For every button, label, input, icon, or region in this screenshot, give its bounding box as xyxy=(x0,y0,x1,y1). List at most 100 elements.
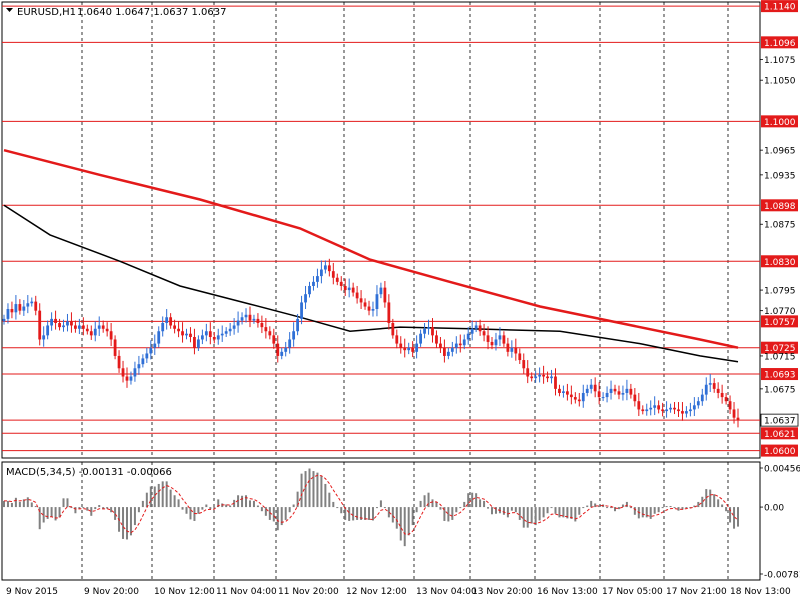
candle-body xyxy=(252,318,256,321)
candle-body xyxy=(260,323,264,328)
macd-bar xyxy=(383,507,386,509)
candle-body xyxy=(716,388,720,393)
candle-body xyxy=(446,351,450,356)
macd-bar xyxy=(550,507,553,509)
level-price-label: 1.0600 xyxy=(764,447,796,457)
candle-body xyxy=(677,409,680,412)
candle-body xyxy=(450,347,454,352)
macd-bar xyxy=(129,507,132,536)
candle-body xyxy=(708,383,712,385)
candle-body xyxy=(510,347,514,352)
macd-bar xyxy=(379,500,382,508)
candle-body xyxy=(113,339,117,356)
horizontal-levels xyxy=(2,5,760,452)
macd-bar xyxy=(237,495,240,508)
macd-bar xyxy=(459,507,462,509)
y-tick-label: 1.1050 xyxy=(764,77,796,87)
macd-tick-label: 0.00456 xyxy=(764,465,800,475)
macd-bar xyxy=(268,507,271,520)
macd-bar xyxy=(606,507,609,509)
candle-body xyxy=(101,325,105,329)
macd-bar xyxy=(141,500,144,508)
macd-bar xyxy=(300,473,303,508)
macd-bar xyxy=(368,507,371,520)
macd-bar xyxy=(661,507,664,509)
candle-body xyxy=(391,323,395,336)
macd-bar xyxy=(304,471,307,508)
macd-bar xyxy=(713,494,716,508)
macd-bar xyxy=(427,492,430,508)
macd-bar xyxy=(586,505,589,508)
candle-body xyxy=(280,351,284,356)
level-price-label: 1.0830 xyxy=(764,258,796,268)
macd-bar xyxy=(185,507,188,514)
macd-bar xyxy=(217,499,220,508)
candle-body xyxy=(605,392,609,398)
x-tick-label: 9 Nov 2015 xyxy=(6,587,58,597)
macd-bar xyxy=(356,507,359,520)
macd-tick-label: -0.00781 xyxy=(764,571,800,581)
candle-body xyxy=(339,281,343,286)
candle-body xyxy=(153,343,157,348)
macd-bar xyxy=(625,501,628,508)
macd-bar xyxy=(252,500,255,508)
macd-bar xyxy=(546,507,549,514)
macd-signal-line xyxy=(4,474,739,535)
macd-pane-frame xyxy=(1,461,761,581)
macd-bar xyxy=(506,507,509,518)
macd-bar xyxy=(653,507,656,514)
candle-body xyxy=(728,401,732,410)
candle-body xyxy=(371,309,375,311)
level-price-box xyxy=(761,368,798,381)
candle-body xyxy=(137,364,141,369)
candle-body xyxy=(439,343,442,348)
macd-bar xyxy=(280,507,283,526)
macd-bar xyxy=(681,507,684,510)
macd-bar xyxy=(415,507,418,513)
current-price-label: 1.0637 xyxy=(764,417,796,427)
macd-bar xyxy=(94,507,97,510)
candle-body xyxy=(197,339,200,348)
candle-body xyxy=(77,325,81,329)
candle-body xyxy=(6,309,10,319)
macd-bar xyxy=(324,483,327,508)
ma-red-line xyxy=(3,148,739,349)
candle-body xyxy=(327,265,331,272)
macd-bar xyxy=(260,507,263,512)
macd-bar xyxy=(665,506,668,508)
price-pane-frame xyxy=(1,1,761,459)
macd-bar xyxy=(709,489,712,508)
macd-bar xyxy=(292,504,295,508)
macd-bar xyxy=(534,507,537,526)
triangle-down-icon[interactable] xyxy=(6,8,13,12)
macd-bar xyxy=(578,507,581,515)
candle-body xyxy=(411,347,415,352)
candle-body xyxy=(240,317,244,321)
level-price-label: 1.1140 xyxy=(764,3,796,13)
candle-body xyxy=(613,388,617,392)
macd-bar xyxy=(245,495,248,508)
candle-body xyxy=(585,388,589,393)
candle-body xyxy=(431,327,434,336)
candle-body xyxy=(597,391,601,398)
level-price-label: 1.1000 xyxy=(764,118,796,128)
macd-bar xyxy=(90,507,93,516)
macd-bar xyxy=(78,507,81,509)
candle-body xyxy=(145,353,149,359)
candle-body xyxy=(399,343,403,348)
macd-bar xyxy=(491,507,494,515)
macd-bar xyxy=(530,507,533,524)
candle-body xyxy=(85,328,89,332)
macd-bar xyxy=(248,500,251,508)
candle-body xyxy=(228,328,232,332)
candle-body xyxy=(50,318,54,326)
macd-bar xyxy=(332,501,335,508)
macd-bar xyxy=(229,505,232,508)
candle-body xyxy=(165,317,169,324)
macd-bar xyxy=(693,505,696,508)
macd-bar xyxy=(348,507,351,521)
candle-body xyxy=(550,376,553,379)
candle-body xyxy=(62,325,65,328)
candle-body xyxy=(38,310,42,340)
